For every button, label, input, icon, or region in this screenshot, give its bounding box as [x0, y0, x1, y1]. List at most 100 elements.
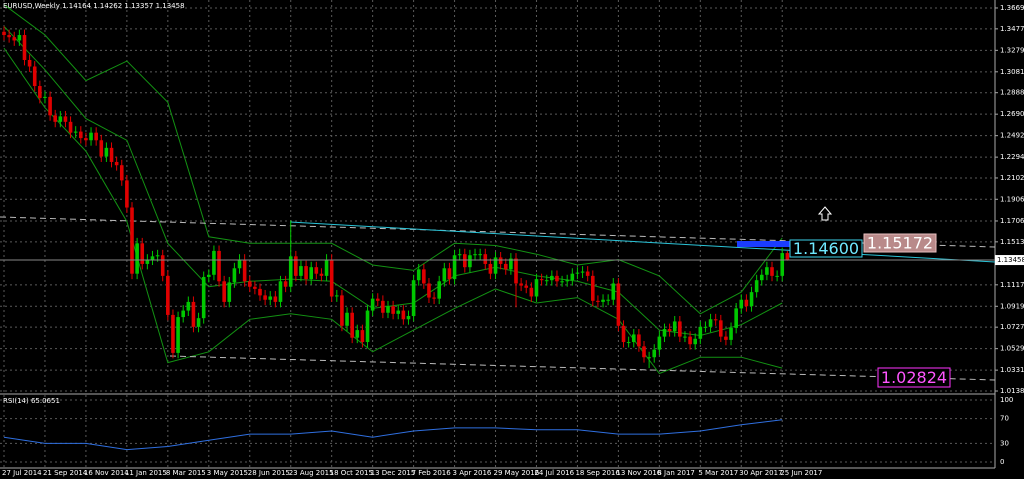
candle-body — [32, 66, 37, 87]
candle-body — [391, 306, 395, 314]
candle-body — [119, 165, 124, 181]
annotations: 1.13458 1.14600 1.15172 1.02824 — [0, 233, 1024, 388]
x-tick-label: 3 Apr 2016 — [453, 469, 492, 477]
candle-body — [770, 267, 774, 276]
candle-body — [340, 295, 344, 326]
x-tick-label: 7 Feb 2016 — [412, 469, 452, 477]
candle-body — [534, 279, 539, 297]
candle-body — [278, 281, 283, 302]
candle-body — [375, 298, 380, 301]
candle-body — [150, 256, 155, 260]
y-tick-label: 1.09195 — [1000, 302, 1024, 310]
candle-body — [227, 282, 232, 302]
candle-body — [785, 253, 790, 260]
candle-body — [273, 296, 278, 302]
candle-body — [84, 138, 88, 141]
candle-body — [360, 330, 365, 343]
candle-body — [591, 275, 595, 301]
candle-body — [759, 274, 764, 281]
candle-body — [299, 266, 303, 276]
candle-body — [48, 96, 52, 116]
candle-body — [698, 326, 703, 339]
candle-body — [335, 295, 339, 297]
candle-body — [575, 272, 580, 274]
candle-body — [688, 336, 692, 345]
candle-body — [637, 334, 641, 347]
candle-body — [683, 336, 687, 338]
y-tick-label: 1.15135 — [1000, 238, 1024, 246]
candle-body — [626, 342, 631, 344]
candle-body — [565, 280, 569, 282]
candle-body — [27, 59, 32, 67]
candle-body — [765, 267, 769, 275]
bollinger-band — [3, 4, 783, 315]
candle-body — [488, 263, 493, 274]
rsi-title: RSI(14) 65.0651 — [3, 397, 60, 405]
arrow-up — [817, 206, 833, 221]
x-tick-label: 24 Jul 2016 — [534, 469, 574, 477]
candle-body — [652, 349, 657, 358]
y-tick-label: 1.22945 — [1000, 153, 1024, 161]
candle-body — [570, 273, 575, 281]
candle-body — [555, 275, 559, 282]
candle-body — [432, 297, 436, 299]
candle-body — [509, 258, 513, 270]
candle-body — [647, 357, 651, 359]
candle-body — [53, 115, 57, 122]
candle-body — [381, 300, 385, 313]
candle-body — [68, 121, 73, 133]
candle-body — [324, 259, 329, 276]
candle-body — [125, 180, 129, 208]
candle-body — [780, 253, 785, 276]
candle-body — [396, 310, 401, 314]
candle-body — [611, 283, 616, 300]
candle-body — [242, 259, 247, 282]
candle-body — [350, 312, 354, 338]
annotation-label: 1.02824 — [881, 368, 947, 387]
candle-body — [94, 132, 98, 141]
x-tick-label: 21 Sep 2014 — [43, 469, 88, 477]
candle-body — [621, 325, 626, 343]
y-tick-label: 1.17060 — [1000, 217, 1024, 225]
y-tick-label: 100 — [1000, 396, 1013, 404]
y-tick-label: 1.26905 — [1000, 110, 1024, 118]
x-tick-label: 16 Nov 2014 — [84, 469, 129, 477]
candles — [2, 26, 790, 369]
x-tick-label: 25 Jun 2017 — [780, 469, 822, 477]
candle-body — [171, 314, 175, 353]
x-tick-label: 5 Mar 2017 — [698, 469, 738, 477]
candle-body — [38, 86, 42, 98]
candle-body — [222, 281, 226, 302]
candle-body — [207, 274, 211, 277]
x-tick-label: 13 Nov 2016 — [616, 469, 661, 477]
trend-line — [0, 216, 996, 248]
candle-body — [7, 35, 11, 38]
y-tick-label: 1.05290 — [1000, 345, 1024, 353]
candle-body — [386, 306, 390, 313]
y-tick-label: 30 — [1000, 439, 1009, 447]
trend-line — [289, 221, 996, 263]
x-tick-label: 3 May 2015 — [207, 469, 248, 477]
candle-body — [355, 330, 360, 338]
x-tick-label: 28 Jun 2015 — [248, 469, 290, 477]
candle-body — [73, 131, 78, 133]
candle-body — [304, 266, 308, 280]
candle-body — [237, 259, 242, 269]
y-tick-label: 70 — [1000, 415, 1009, 423]
candle-body — [775, 275, 779, 277]
candle-body — [114, 161, 119, 166]
candle-body — [345, 312, 349, 326]
candle-body — [401, 310, 406, 320]
candle-body — [514, 258, 518, 284]
candle-body — [724, 336, 728, 340]
trend-line — [169, 355, 996, 381]
candle-body — [703, 326, 708, 328]
candle-body — [642, 346, 646, 358]
chart-title: EURUSD,Weekly 1.14164 1.14262 1.13357 1.… — [3, 2, 185, 10]
candle-body — [662, 329, 667, 337]
candle-body — [427, 283, 431, 298]
x-tick-label: 8 Jan 2017 — [657, 469, 695, 477]
